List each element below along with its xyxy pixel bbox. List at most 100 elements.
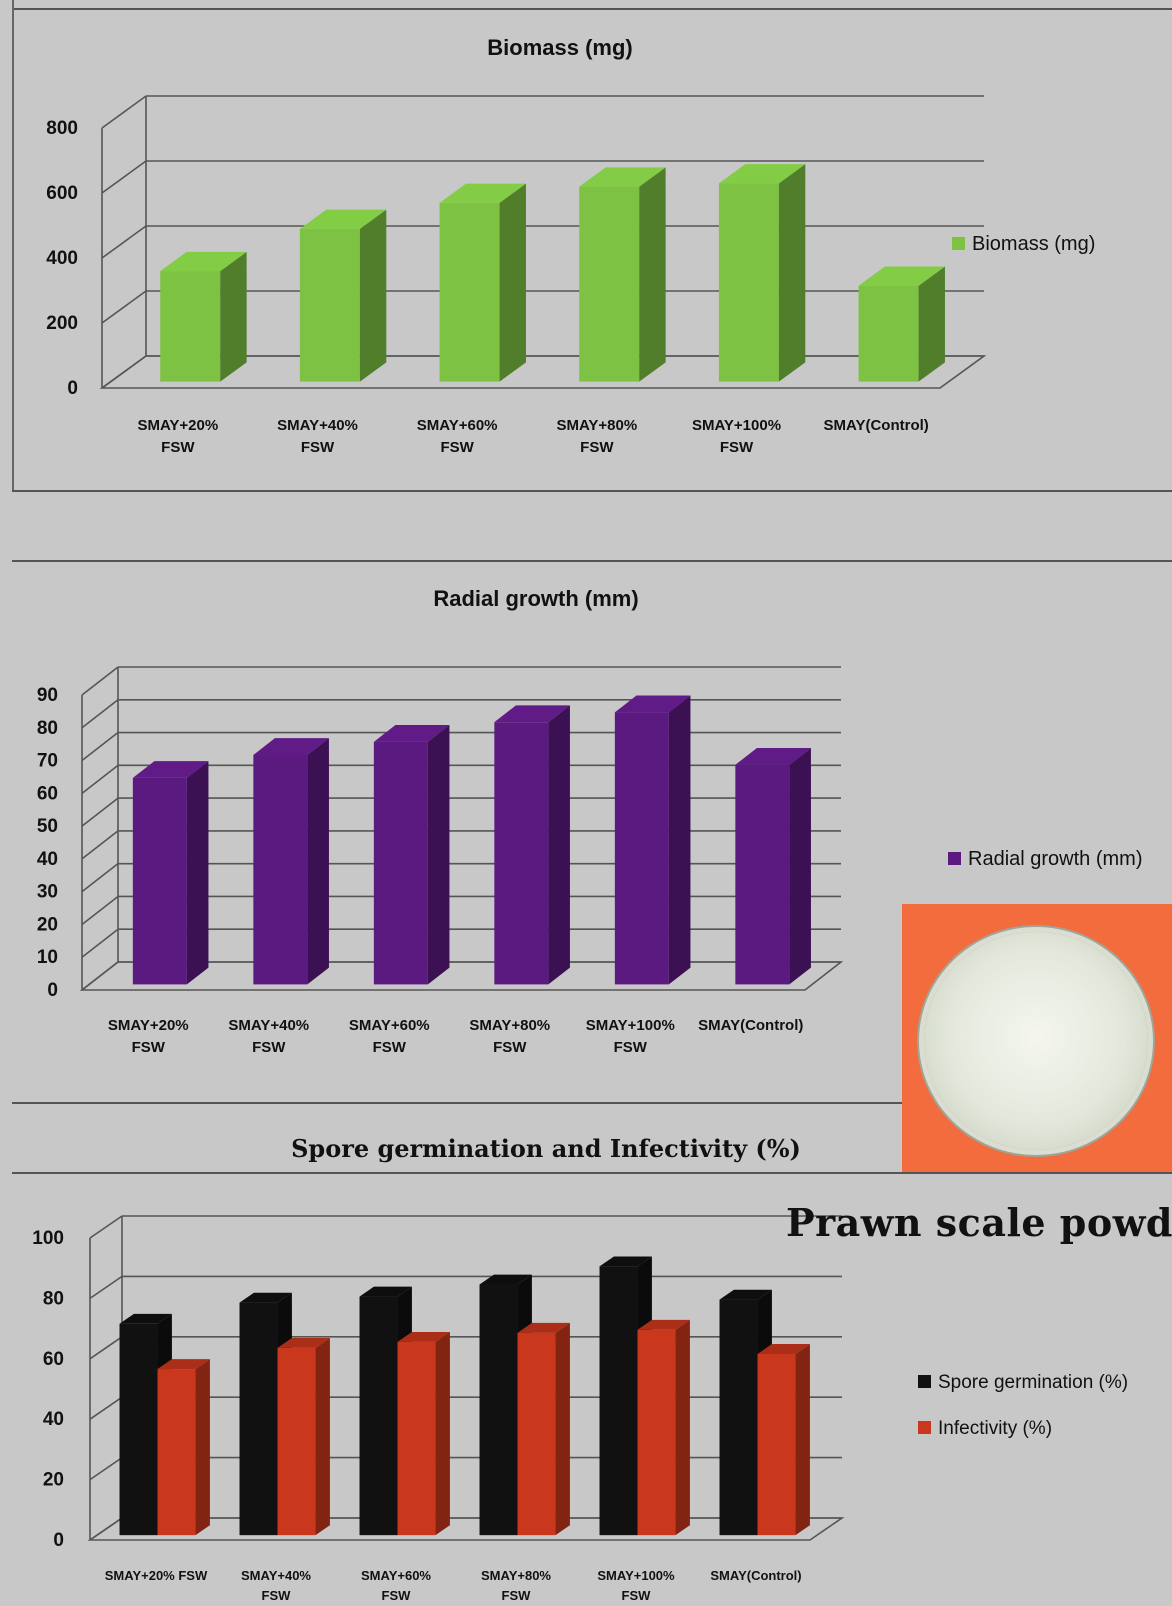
gridline-side <box>89 1396 123 1420</box>
gridline-side <box>89 1215 123 1239</box>
y-tick-label: 70 <box>37 751 58 772</box>
bar <box>579 186 640 382</box>
bar-top <box>119 1313 172 1324</box>
gridline-side <box>89 1336 123 1360</box>
bar-side <box>195 1359 210 1536</box>
gridline-side <box>81 666 119 696</box>
gridline-side <box>81 797 119 827</box>
x-category-label: FSW <box>493 1039 527 1056</box>
bar <box>858 285 919 382</box>
bar <box>637 1329 676 1536</box>
y-tick-label: 0 <box>67 378 78 399</box>
x-category-label: SMAY+100% <box>586 1017 675 1034</box>
x-category-label: SMAY+100% <box>597 1568 675 1583</box>
panel-divider-top <box>12 8 1172 10</box>
x-category-label: SMAY+100% <box>692 417 781 434</box>
bar-top <box>239 1292 292 1303</box>
bar-side <box>435 1331 450 1536</box>
bar <box>757 1353 796 1536</box>
gridline-side <box>81 699 119 729</box>
gridline-side <box>81 895 119 926</box>
panel-divider-3 <box>12 1102 902 1104</box>
x-category-label: FSW <box>580 439 614 456</box>
y-tick-label: 30 <box>37 882 58 903</box>
y-tick-label: 40 <box>37 849 58 870</box>
bar-top <box>735 747 811 765</box>
bar-top <box>637 1319 690 1330</box>
x-category-label: SMAY+40% <box>241 1568 311 1583</box>
gridline-side <box>81 830 119 860</box>
chart-title: Biomass (mg) <box>487 35 632 60</box>
x-category-label: FSW <box>252 1039 286 1056</box>
x-category-label: SMAY+80% <box>469 1017 550 1034</box>
bar-side <box>918 266 945 382</box>
bar <box>517 1332 556 1536</box>
bar-top <box>494 705 570 723</box>
bar-side <box>778 164 806 382</box>
legend-entry: Infectivity (%) <box>938 1418 1052 1439</box>
y-tick-label: 800 <box>46 118 78 139</box>
biomass-chart: Biomass (mg) 0 200 400 600 800 SMAY+20% FSW SMAY… <box>46 35 1095 456</box>
bar-top <box>160 251 247 272</box>
y-tick-label: 0 <box>53 1530 64 1551</box>
bar-side <box>186 761 209 985</box>
radial-growth-chart: Radial growth (mm) 0 10 20 30 40 50 60 70 80 90 SMA… <box>37 586 1143 1056</box>
x-category-label: SMAY(Control) <box>698 1017 803 1034</box>
y-tick-label: 200 <box>46 313 78 334</box>
panel-left-border <box>12 0 14 490</box>
gridline-side <box>89 1275 123 1300</box>
x-category-label: SMAY+20% <box>108 1017 189 1034</box>
bar-top <box>718 164 806 184</box>
x-category-label: SMAY+20% FSW <box>105 1568 208 1583</box>
gridline-side <box>81 764 119 794</box>
bar-top <box>614 695 691 713</box>
bar-side <box>499 183 526 382</box>
panel-divider-2 <box>12 560 1172 562</box>
x-category-label: SMAY+60% <box>417 417 498 434</box>
x-category-label: SMAY+60% <box>349 1017 430 1034</box>
bar <box>439 202 500 382</box>
bar-side <box>548 705 570 985</box>
bar-side <box>315 1338 330 1536</box>
bar-top <box>517 1322 570 1333</box>
bar-top <box>719 1289 772 1300</box>
bar-side <box>675 1319 690 1536</box>
bar-top <box>359 1286 412 1297</box>
x-category-label: SMAY+80% <box>481 1568 551 1583</box>
x-category-label: FSW <box>382 1588 412 1603</box>
bar <box>719 1299 758 1536</box>
y-tick-label: 90 <box>37 685 58 706</box>
bar <box>157 1369 196 1536</box>
bar-top <box>439 183 526 203</box>
bar <box>160 271 221 382</box>
bar-side <box>639 167 666 382</box>
bar <box>253 754 308 985</box>
y-tick-label: 80 <box>43 1288 64 1309</box>
bar-top <box>157 1359 210 1370</box>
x-category-label: SMAY+80% <box>556 417 637 434</box>
bar-top <box>479 1274 532 1285</box>
bar-top <box>132 761 209 778</box>
panel-divider-1 <box>12 490 1172 492</box>
y-tick-label: 400 <box>46 248 78 269</box>
bar-top <box>579 167 666 187</box>
x-category-label: SMAY(Control) <box>710 1568 801 1583</box>
chart-title: Radial growth (mm) <box>433 586 638 611</box>
chart-floor <box>79 961 844 991</box>
x-category-label: SMAY+40% <box>228 1017 309 1034</box>
bar-top <box>277 1338 330 1348</box>
y-tick-label: 0 <box>47 980 58 1001</box>
x-category-label: SMAY+60% <box>361 1568 431 1583</box>
y-tick-label: 80 <box>37 718 58 739</box>
gridline-side <box>101 225 147 259</box>
y-tick-label: 20 <box>43 1470 64 1491</box>
x-category-label: FSW <box>373 1039 407 1056</box>
bar <box>397 1341 436 1536</box>
gridline-side <box>81 863 119 893</box>
legend-swatch <box>952 237 965 250</box>
x-category-label: FSW <box>622 1588 652 1603</box>
legend-swatch <box>948 852 961 865</box>
x-category-label: SMAY(Control) <box>824 417 929 434</box>
gridline-side <box>101 160 147 194</box>
chart-title: Spore germination and Infectivity (%) <box>291 1134 801 1163</box>
